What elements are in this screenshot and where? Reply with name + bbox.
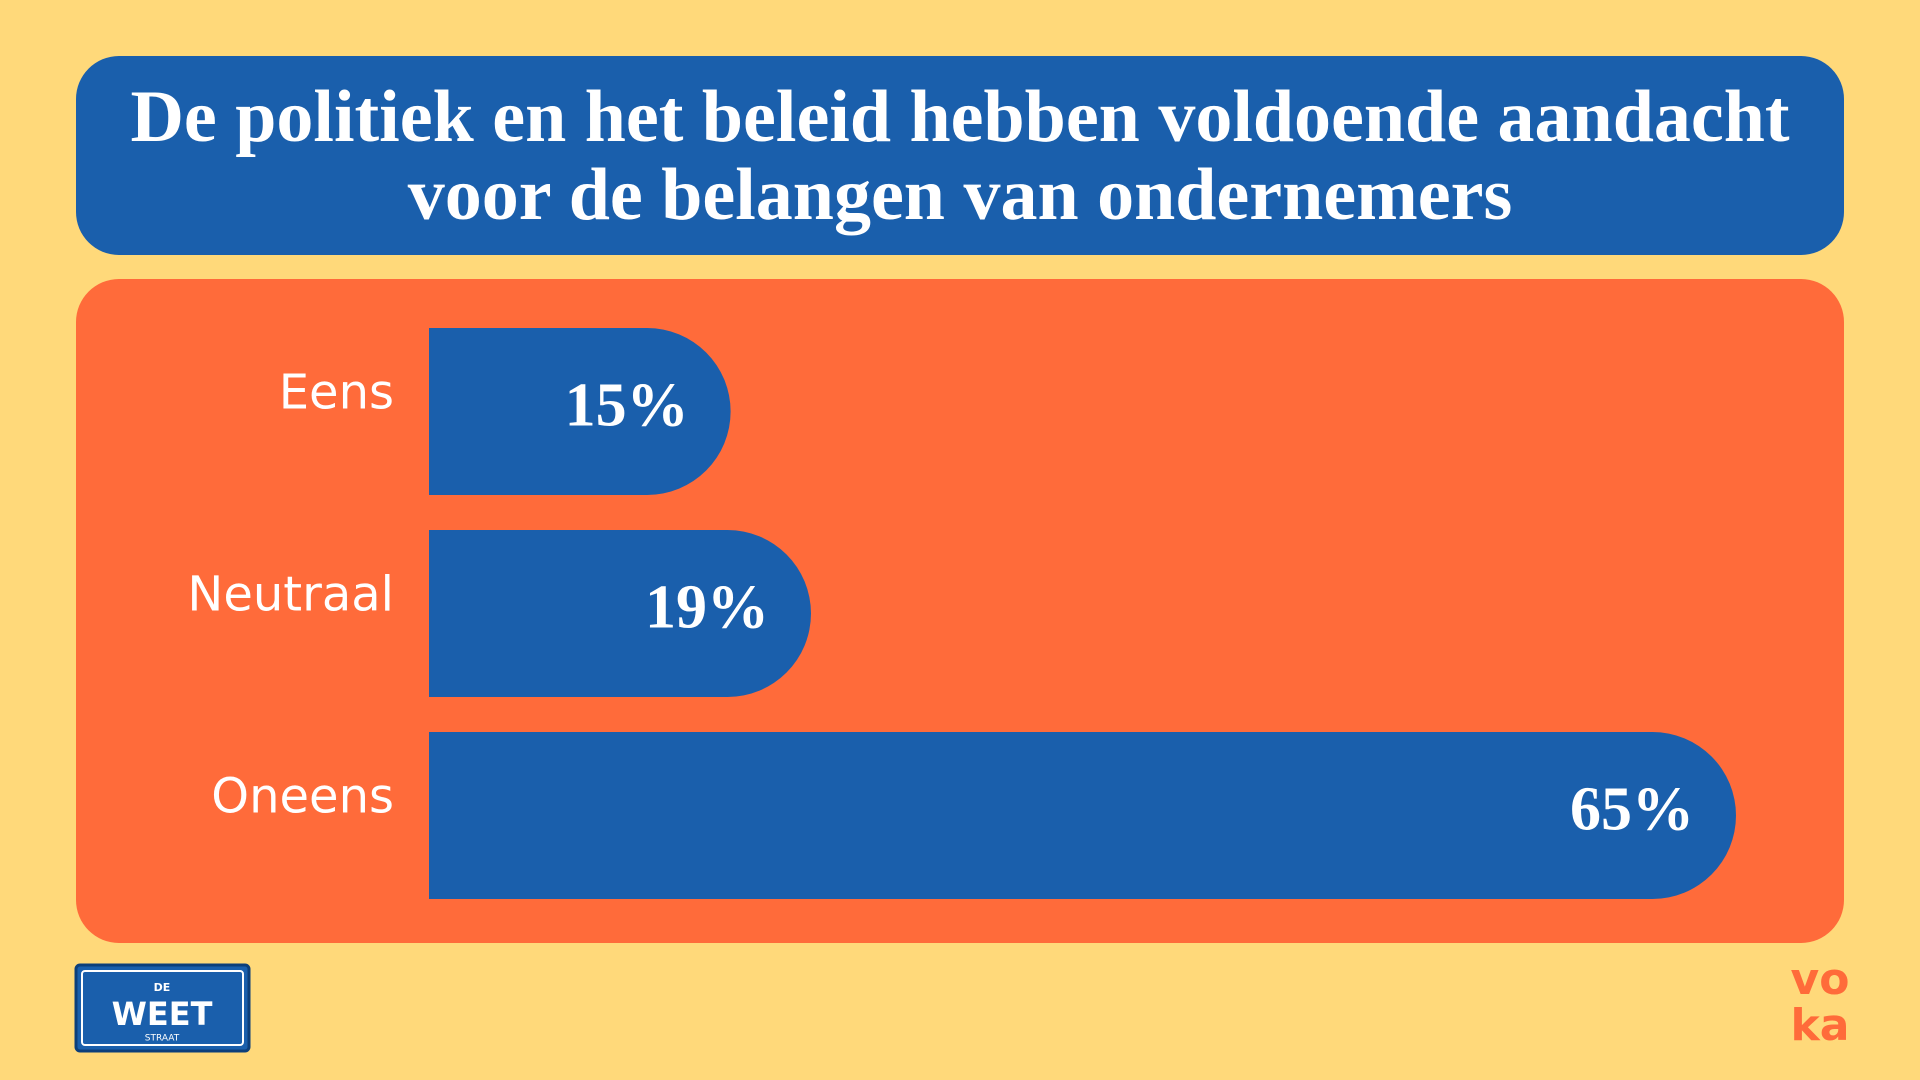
sign-text: DE xyxy=(154,981,171,994)
bar xyxy=(429,530,811,697)
sign: DE WEET STRAAT xyxy=(74,963,251,1053)
value-label: 15% xyxy=(565,372,689,440)
sign-text: STRAAT xyxy=(145,1034,180,1044)
title-box: De politiek en het beleid hebben voldoen… xyxy=(76,56,1844,255)
category-label: Oneens xyxy=(211,769,394,825)
value-label: 65% xyxy=(1570,776,1694,844)
logo: vo xyxy=(1791,954,1850,1005)
chart-title: De politiek en het beleid hebben voldoen… xyxy=(130,75,1790,236)
logo: ka xyxy=(1791,1000,1850,1051)
sign-text: WEET xyxy=(112,995,213,1033)
sign-plate xyxy=(74,963,251,1053)
category-label: Eens xyxy=(279,365,394,421)
sign-border xyxy=(81,970,244,1046)
bar xyxy=(429,732,1737,899)
bar xyxy=(429,328,731,495)
category-label: Neutraal xyxy=(187,567,394,623)
value-label: 19% xyxy=(645,574,769,642)
